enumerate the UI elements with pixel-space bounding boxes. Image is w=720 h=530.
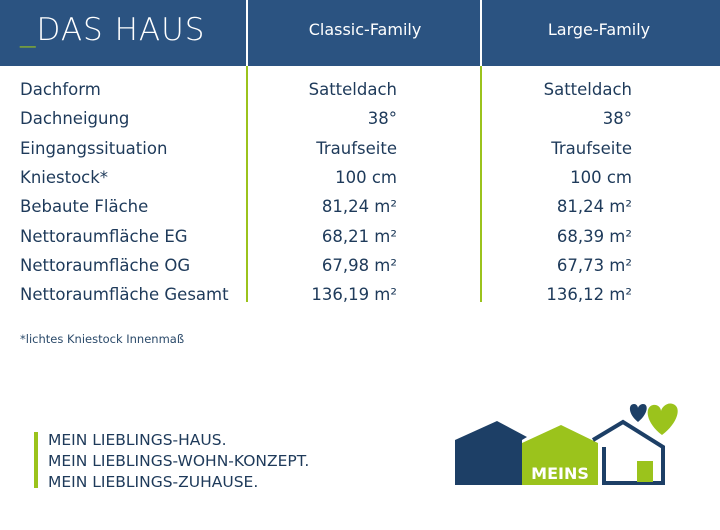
value-large: 100 cm xyxy=(570,167,632,187)
heart-icon xyxy=(647,403,678,435)
slogan-line: MEIN LIEBLINGS-WOHN-KONZEPT. xyxy=(48,452,310,470)
table-row: Kniestock* 100 cm 100 cm xyxy=(0,168,720,197)
value-large: 67,73 m² xyxy=(556,255,632,275)
logo-text: MEINS xyxy=(531,464,589,483)
column-header-classic: Classic-Family xyxy=(308,20,422,39)
slogan: MEIN LIEBLINGS-HAUS. MEIN LIEBLINGS-WOHN… xyxy=(48,430,309,493)
logo-house-dark xyxy=(455,421,527,485)
slogan-line: MEIN LIEBLINGS-HAUS. xyxy=(48,431,227,449)
table-row: Nettoraumfläche EG 68,21 m² 68,39 m² xyxy=(0,227,720,256)
meins-logo: MEINS xyxy=(455,403,678,485)
value-classic: 100 cm xyxy=(335,167,397,187)
column-header-large: Large-Family xyxy=(547,20,651,39)
divider xyxy=(480,0,482,66)
row-label: Bebaute Fläche xyxy=(20,197,149,217)
value-large: 38° xyxy=(602,109,632,129)
value-large: 68,39 m² xyxy=(556,226,632,246)
table-row: Bebaute Fläche 81,24 m² 81,24 m² xyxy=(0,197,720,226)
value-classic: Traufseite xyxy=(316,138,397,158)
row-label: Nettoraumfläche EG xyxy=(20,226,188,246)
table-row: Eingangssituation Traufseite Traufseite xyxy=(0,139,720,168)
logo-door xyxy=(637,461,653,482)
row-label: Nettoraumfläche OG xyxy=(20,255,191,275)
page-title: _DAS HAUS xyxy=(20,12,205,48)
value-classic: 136,19 m² xyxy=(311,285,397,305)
table-header xyxy=(0,0,720,66)
table-row: Nettoraumfläche Gesamt 136,19 m² 136,12 … xyxy=(0,285,720,314)
value-classic: 81,24 m² xyxy=(321,197,397,217)
logo-house-green xyxy=(522,425,598,485)
value-large: 81,24 m² xyxy=(556,197,632,217)
value-large: 136,12 m² xyxy=(546,285,632,305)
row-label: Nettoraumfläche Gesamt xyxy=(20,285,229,305)
divider xyxy=(246,66,248,302)
value-large: Satteldach xyxy=(543,80,632,99)
value-classic: 68,21 m² xyxy=(321,226,397,246)
row-label: Dachform xyxy=(20,80,101,99)
logo-house-outline xyxy=(591,419,665,485)
title-underscore: _ xyxy=(20,12,37,48)
table-row: Dachform Satteldach Satteldach xyxy=(0,80,720,109)
title-text: DAS HAUS xyxy=(36,12,206,48)
table-row: Nettoraumfläche OG 67,98 m² 67,73 m² xyxy=(0,256,720,285)
value-large: Traufseite xyxy=(551,138,632,158)
heart-icon xyxy=(629,404,647,422)
value-classic: 67,98 m² xyxy=(321,255,397,275)
slogan-line: MEIN LIEBLINGS-ZUHAUSE. xyxy=(48,473,259,491)
row-label: Kniestock* xyxy=(20,167,109,187)
value-classic: Satteldach xyxy=(308,80,397,99)
slogan-bar xyxy=(34,432,38,488)
row-label: Eingangssituation xyxy=(20,138,168,158)
value-classic: 38° xyxy=(367,109,397,129)
footnote: *lichtes Kniestock Innenmaß xyxy=(20,332,185,346)
table-row: Dachneigung 38° 38° xyxy=(0,109,720,138)
divider xyxy=(480,66,482,302)
row-label: Dachneigung xyxy=(20,109,130,129)
divider xyxy=(246,0,248,66)
